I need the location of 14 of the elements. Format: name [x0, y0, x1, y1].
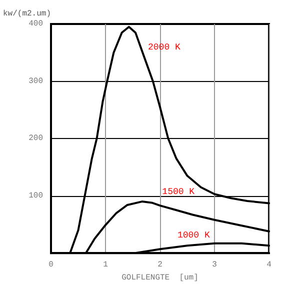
x-tick-label: 4: [266, 260, 272, 270]
x-axis-title: GOLFLENGTE [um]: [122, 274, 198, 282]
annotation: 1500 K: [162, 187, 196, 198]
y-tick-label: 200: [28, 134, 44, 144]
x-tick-label: 0: [48, 260, 54, 270]
x-tick-label: 3: [212, 260, 218, 270]
annotation: 1000 K: [177, 230, 210, 240]
y-tick-label: 300: [28, 76, 44, 86]
x-tick-label: 2: [158, 260, 163, 270]
y-tick-label: 100: [28, 191, 44, 200]
annotation: 2000 K: [148, 42, 182, 52]
y-tick-label: 400: [28, 20, 44, 28]
y-axis-title: kw/(m2.um): [3, 10, 52, 18]
x-tick-label: 1: [103, 260, 108, 270]
